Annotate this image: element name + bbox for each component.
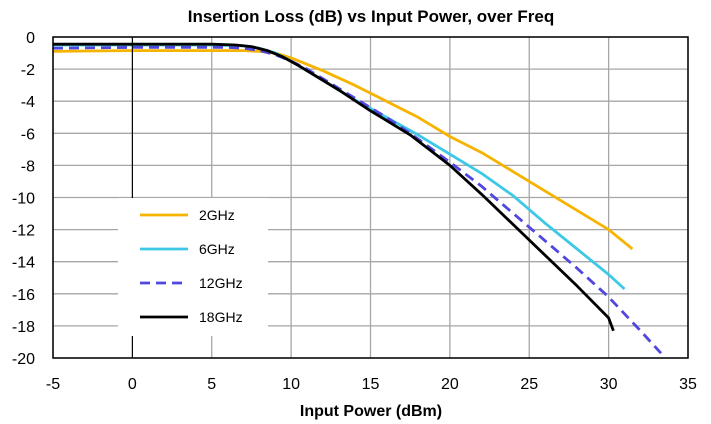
plot-border <box>52 36 689 359</box>
legend-box <box>118 198 268 336</box>
x-tick-label: 10 <box>282 376 300 393</box>
y-tick-label: -12 <box>12 223 35 240</box>
x-tick-label: -5 <box>46 376 60 393</box>
series-lines <box>52 42 663 355</box>
x-axis-title: Input Power (dBm) <box>300 403 442 420</box>
x-tick-label: 25 <box>520 376 538 393</box>
x-tick-label: 20 <box>441 376 459 393</box>
x-tick-label: 35 <box>679 376 697 393</box>
y-tick-label: -8 <box>21 158 35 175</box>
y-tick-label: -6 <box>21 126 35 143</box>
chart-title: Insertion Loss (dB) vs Input Power, over… <box>188 7 555 26</box>
x-tick-label: 5 <box>207 376 216 393</box>
y-tick-label: -16 <box>12 287 35 304</box>
x-tick-label: 15 <box>362 376 380 393</box>
y-tick-label: -2 <box>21 62 35 79</box>
legend-label: 6GHz <box>199 241 235 257</box>
y-tick-label: -10 <box>12 191 35 208</box>
legend: 2GHz 6GHz 12GHz 18GHz <box>118 198 268 336</box>
y-tick-label: -20 <box>12 351 35 368</box>
x-tick-label: 0 <box>128 376 137 393</box>
grid <box>52 36 689 359</box>
y-tick-label: -14 <box>12 255 35 272</box>
y-tick-label: 0 <box>26 30 35 47</box>
y-tick-label: -18 <box>12 319 35 336</box>
series-line-2ghz <box>52 49 634 250</box>
series-line-18ghz <box>53 42 615 332</box>
x-tick-label: 30 <box>600 376 618 393</box>
legend-label: 12GHz <box>199 275 243 291</box>
legend-label: 18GHz <box>199 309 243 325</box>
legend-label: 2GHz <box>199 207 235 223</box>
y-tick-label: -4 <box>21 94 35 111</box>
series-line-12ghz <box>52 46 663 355</box>
axes: -5 0 5 10 15 20 25 30 35 0 -2 -4 -6 -8 -10 -12 -14 -16 -18… <box>12 30 697 393</box>
